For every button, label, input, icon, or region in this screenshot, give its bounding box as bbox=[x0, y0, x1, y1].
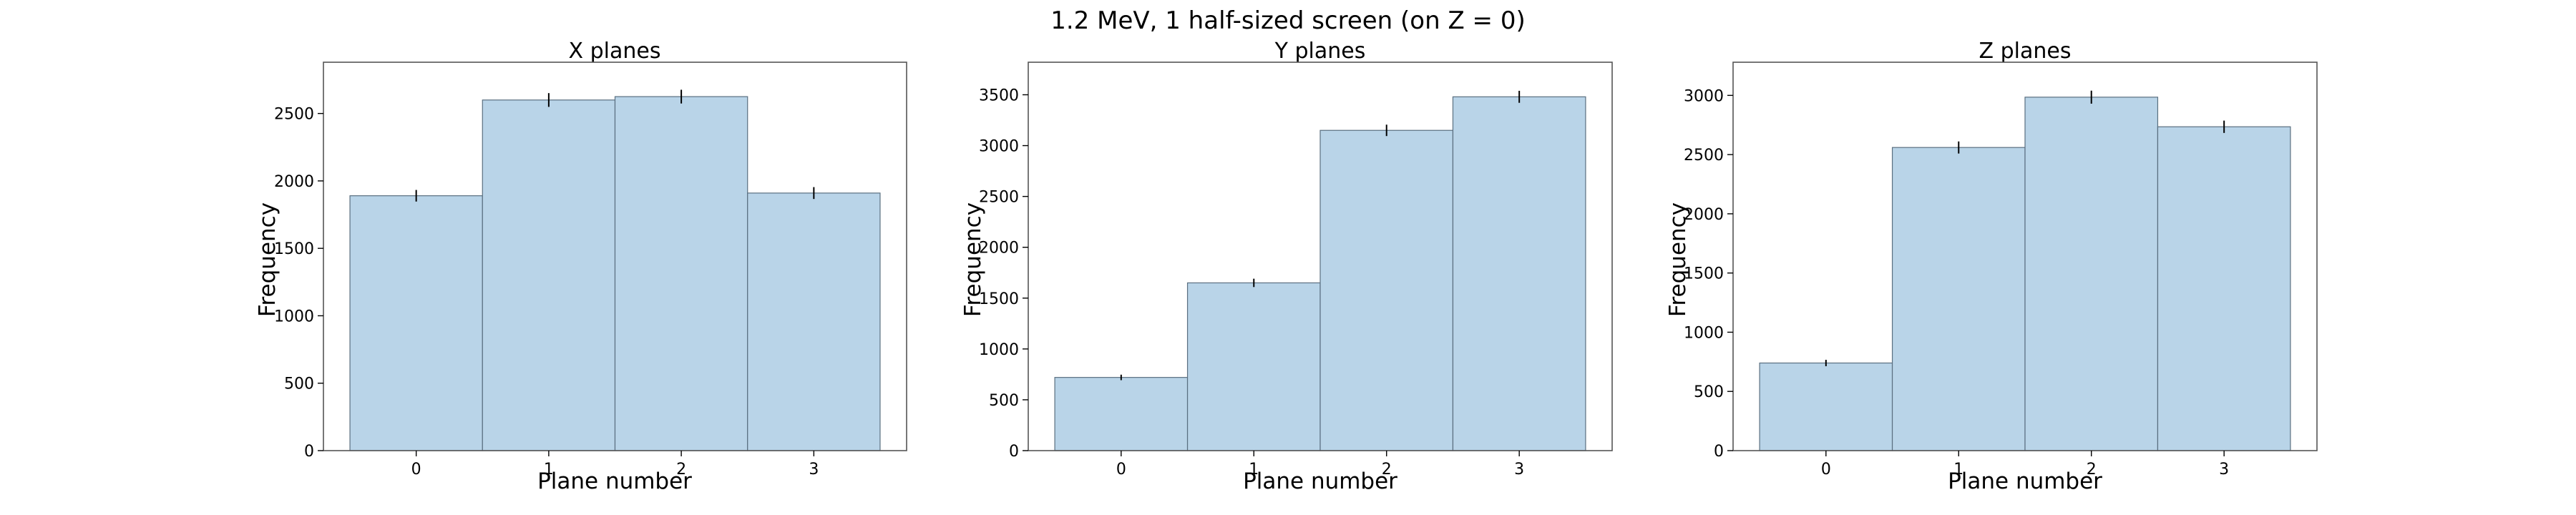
y-planes-ytick-label: 2500 bbox=[979, 189, 1019, 207]
y-planes-ytick-label: 0 bbox=[1009, 443, 1019, 461]
x-planes-xtick-label: 1 bbox=[544, 461, 554, 479]
y-planes-ytick-label: 1000 bbox=[979, 341, 1019, 359]
y-planes-ylabel: Frequency bbox=[960, 202, 986, 317]
z-planes-ytick-label: 3000 bbox=[1684, 87, 1724, 105]
z-planes-ylabel: Frequency bbox=[1665, 202, 1691, 317]
z-planes-ytick-label: 2000 bbox=[1684, 206, 1724, 224]
z-planes-marks: 0 500 1000 1500 2000 2500 3000 0 1 2 3 bbox=[1684, 62, 2318, 479]
x-planes-marks: 0 500 1000 1500 2000 2500 0 1 2 3 bbox=[274, 62, 907, 479]
y-planes-panel: Y planes Plane number Frequency 0 500 1000… bbox=[960, 39, 1613, 494]
x-planes-ytick-label: 2500 bbox=[274, 106, 314, 124]
y-planes-ytick-label: 3500 bbox=[979, 87, 1019, 104]
y-planes-marks: 0 500 1000 1500 2000 2500 3000 3500 0 1 2 3 bbox=[979, 62, 1613, 479]
y-planes-xlabel: Plane number bbox=[1243, 469, 1397, 494]
y-planes-xtick-label: 2 bbox=[1382, 461, 1392, 479]
z-planes-bar-3 bbox=[2157, 126, 2291, 451]
x-planes-xtick-label: 0 bbox=[411, 461, 421, 479]
figure-title: 1.2 MeV, 1 half-sized screen (on Z = 0) bbox=[1050, 6, 1526, 35]
x-planes-bar-3 bbox=[747, 192, 881, 451]
x-planes-xtick-label: 3 bbox=[809, 461, 819, 479]
x-planes-bar-2 bbox=[614, 96, 748, 451]
x-planes-xtick-label: 2 bbox=[676, 461, 686, 479]
y-planes-xtick-label: 0 bbox=[1116, 461, 1126, 479]
y-planes-xtick-label: 1 bbox=[1249, 461, 1259, 479]
x-planes-ytick-label: 2000 bbox=[274, 173, 314, 191]
y-planes-ytick-label: 1500 bbox=[979, 290, 1019, 308]
x-planes-axes-frame bbox=[323, 62, 907, 451]
z-planes-ytick-label: 1500 bbox=[1684, 265, 1724, 283]
y-planes-bar-2 bbox=[1319, 129, 1454, 451]
x-planes-ytick-label: 500 bbox=[284, 376, 314, 393]
y-planes-ytick-label: 2000 bbox=[979, 240, 1019, 258]
y-planes-title: Y planes bbox=[1274, 39, 1366, 64]
y-planes-bar-1 bbox=[1186, 282, 1321, 451]
y-planes-bar-0 bbox=[1054, 377, 1189, 451]
z-planes-ytick-label: 500 bbox=[1694, 383, 1724, 401]
z-planes-bar-0 bbox=[1759, 362, 1893, 451]
z-planes-axes-frame bbox=[1732, 62, 2318, 451]
z-planes-ytick-label: 2500 bbox=[1684, 147, 1724, 165]
z-planes-bar-2 bbox=[2024, 97, 2159, 451]
y-planes-bar-3 bbox=[1452, 96, 1586, 451]
x-planes-ytick-label: 1500 bbox=[274, 240, 314, 258]
z-planes-xlabel: Plane number bbox=[1948, 469, 2102, 494]
z-planes-xtick-label: 1 bbox=[1953, 461, 1963, 479]
y-planes-xtick-label: 3 bbox=[1514, 461, 1524, 479]
y-planes-axes-frame bbox=[1028, 62, 1613, 451]
z-planes-ytick-label: 1000 bbox=[1684, 324, 1724, 342]
y-planes-ytick-label: 500 bbox=[989, 392, 1019, 410]
x-planes-ytick-label: 0 bbox=[304, 443, 314, 461]
z-planes-xtick-label: 3 bbox=[2219, 461, 2229, 479]
x-planes-ylabel: Frequency bbox=[255, 202, 280, 317]
z-planes-xtick-label: 0 bbox=[1821, 461, 1831, 479]
z-planes-title: Z planes bbox=[1979, 39, 2072, 64]
x-planes-bar-0 bbox=[349, 195, 483, 451]
x-planes-bar-1 bbox=[482, 99, 616, 451]
x-planes-panel: X planes Plane number Frequency 0 500 1000… bbox=[255, 39, 907, 494]
z-planes-ytick-label: 0 bbox=[1714, 443, 1724, 461]
z-planes-bar-1 bbox=[1891, 147, 2026, 451]
x-planes-ytick-label: 1000 bbox=[274, 308, 314, 325]
x-planes-xlabel: Plane number bbox=[537, 469, 692, 494]
x-planes-title: X planes bbox=[569, 39, 661, 64]
z-planes-panel: Z planes Plane number Frequency 0 500 1000… bbox=[1665, 39, 2318, 494]
z-planes-xtick-label: 2 bbox=[2087, 461, 2097, 479]
y-planes-ytick-label: 3000 bbox=[979, 138, 1019, 156]
